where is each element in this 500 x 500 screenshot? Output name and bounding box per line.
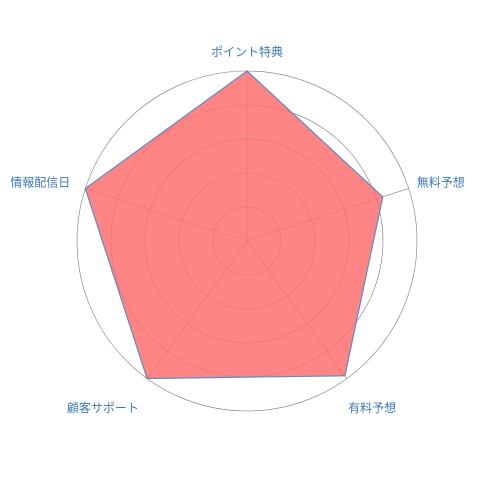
axis-label-paid-prediction: 有料予想 <box>348 400 396 415</box>
axis-label-point-bonus: ポイント特典 <box>211 44 283 59</box>
axis-label-free-prediction: 無料予想 <box>417 175 465 190</box>
series-layer <box>84 70 384 380</box>
axis-label-info-delivery-day: 情報配信日 <box>10 176 70 190</box>
axis-label-customer-support: 顧客サポート <box>67 400 139 415</box>
labels-layer: ポイント特典 無料予想 有料予想 顧客サポート 情報配信日 <box>10 44 464 415</box>
series-area-0 <box>84 70 384 380</box>
